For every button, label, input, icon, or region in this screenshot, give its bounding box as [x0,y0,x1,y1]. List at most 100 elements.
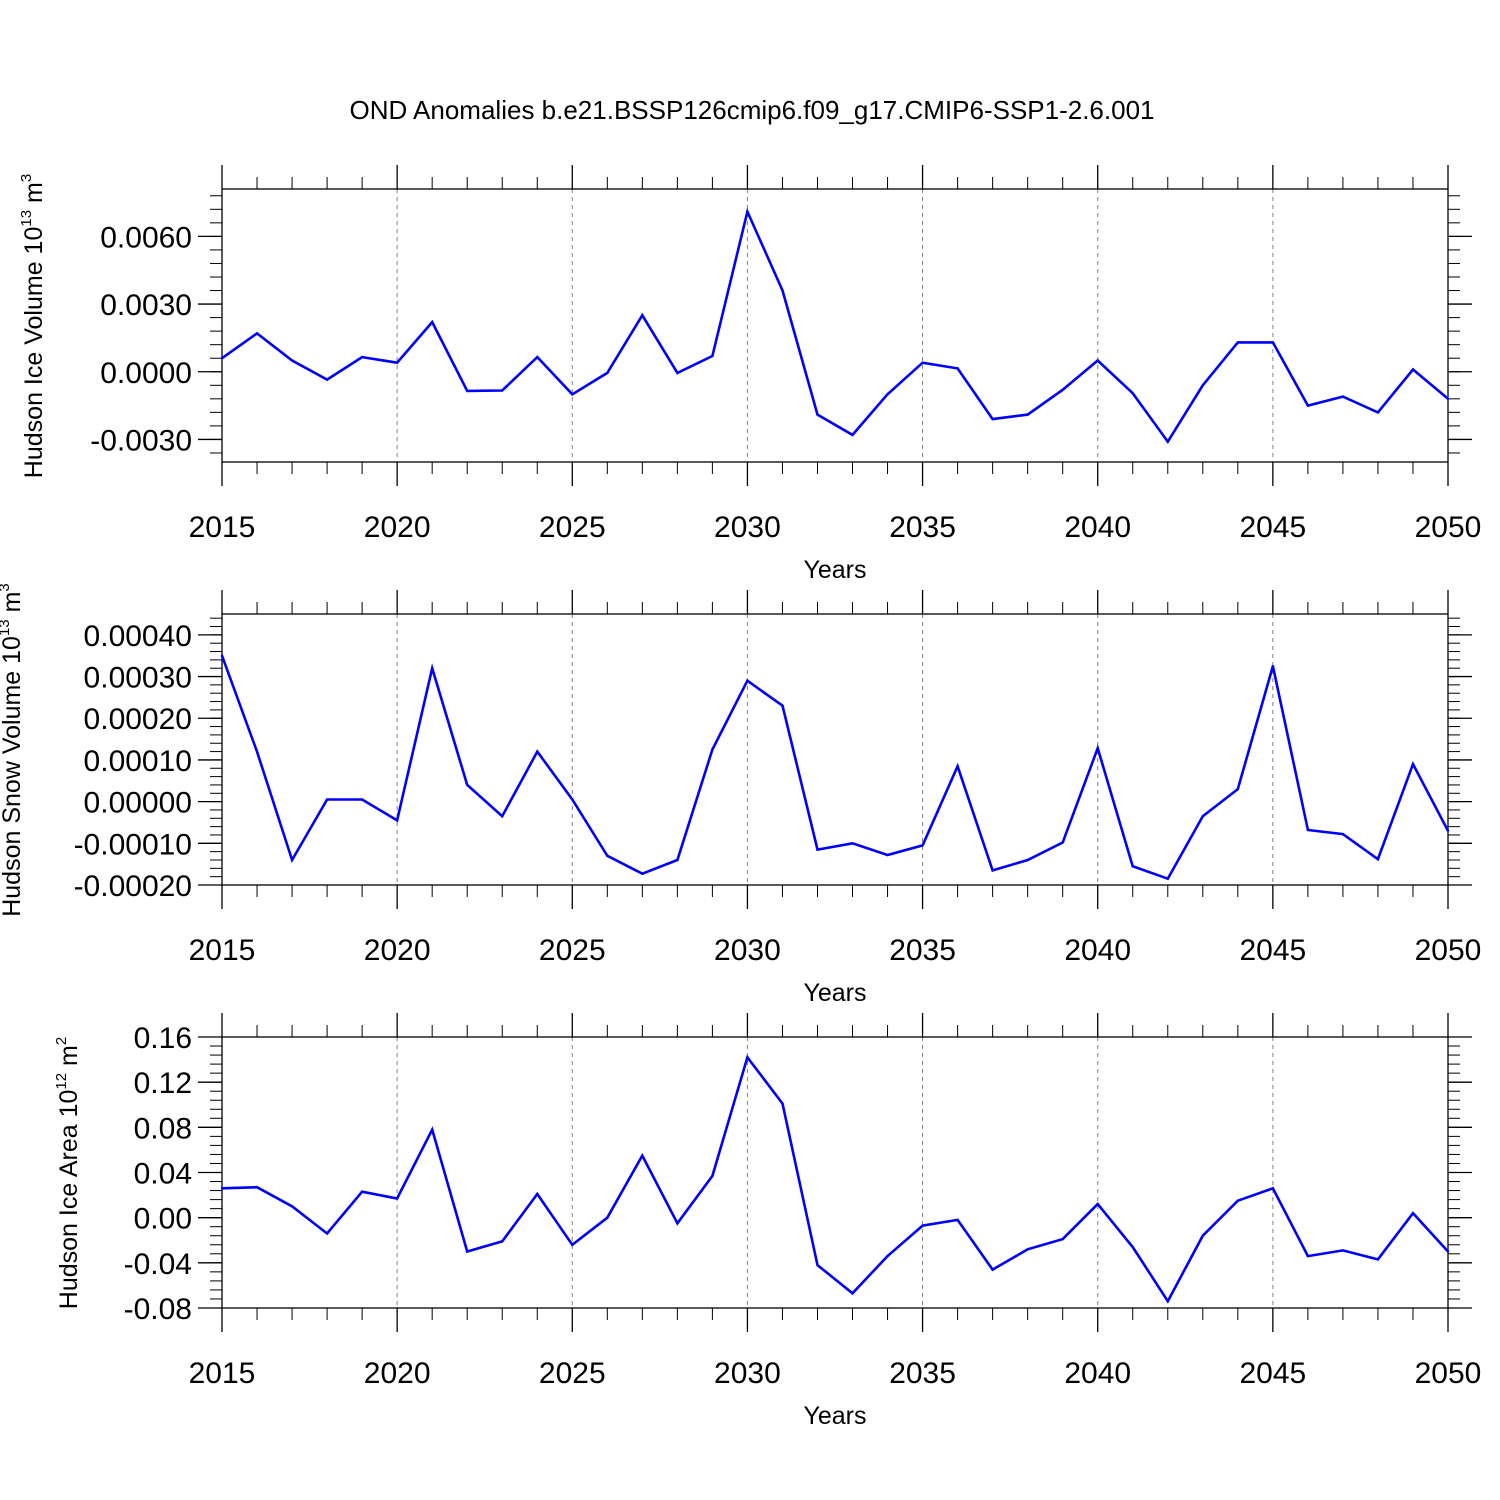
y-tick-label: 0.04 [134,1158,192,1191]
series-line-ice-volume [221,207,1449,445]
data-point [466,1250,469,1253]
data-point [290,858,294,862]
data-point [1341,832,1345,836]
data-point [711,1174,714,1178]
x-tick-label: 2025 [539,1357,606,1390]
data-point [711,354,714,358]
data-point [1236,787,1240,791]
panel-snow-volume: Years Hudson Snow Volume 1013 m3 -0.0002… [0,583,1481,1007]
plot-frame [221,1036,1449,1309]
y-tick-label: -0.0030 [90,424,192,457]
data-point [360,1190,364,1193]
data-point [255,750,259,753]
data-point [676,1222,679,1225]
data-point [1061,841,1064,844]
data-point [921,1224,924,1227]
series-line-ice-area [221,1054,1449,1304]
x-tick-label: 2035 [889,511,956,544]
x-tick-label: 2020 [364,934,431,967]
data-point [220,357,224,360]
data-point [606,1216,609,1219]
data-point [1236,341,1240,344]
data-point [360,798,364,801]
data-point [956,367,959,370]
data-point [571,393,574,396]
data-point [290,359,294,362]
data-point [1131,865,1134,868]
x-tick-label: 2045 [1239,934,1306,967]
y-tick-label: -0.00010 [74,828,192,861]
data-point [921,844,924,847]
data-point [1026,1248,1029,1251]
data-point [466,783,469,787]
y-tick-label: -0.08 [124,1293,192,1326]
y-tick-label: 0.00 [134,1203,192,1236]
x-tick-label: 2035 [889,934,956,967]
data-point [1166,877,1169,880]
data-point [1166,1300,1169,1303]
data-point [1271,341,1275,344]
data-point [956,1218,959,1222]
data-point [220,654,224,657]
y-tick-label: 0.00000 [84,787,192,820]
data-point [1306,404,1310,407]
data-point [1411,1211,1415,1215]
data-point [1271,1187,1275,1190]
x-tick-label: 2050 [1415,934,1482,967]
data-point [1061,388,1064,392]
data-point [851,842,854,845]
data-point [395,819,399,822]
data-point [711,748,714,751]
x-tick-label: 2025 [539,511,606,544]
x-axis-label: Years [803,1402,866,1430]
data-point [1271,664,1275,668]
x-tick-label: 2040 [1064,934,1131,967]
y-axis-label: Hudson Snow Volume 1013 m3 [0,583,26,917]
data-point [466,389,469,393]
y-tick-label: -0.00020 [74,870,192,903]
data-point [1341,1249,1345,1252]
y-tick-label: 0.0060 [100,221,192,254]
data-point [921,361,924,364]
data-point [816,1263,819,1267]
data-point [1096,1202,1099,1206]
data-point [991,417,994,421]
x-tick-label: 2015 [189,1357,256,1390]
data-point [886,1254,889,1258]
x-tick-label: 2035 [889,1357,956,1390]
x-tick-label: 2050 [1415,1357,1482,1390]
plot-frame [221,613,1449,886]
data-point [1341,395,1345,398]
y-axis-label: Hudson Ice Area 1012 m2 [53,1037,83,1309]
data-point [430,667,434,670]
x-tick-label: 2020 [364,1357,431,1390]
data-point [1131,391,1134,395]
y-tick-label: 0.00030 [84,662,192,695]
data-point [1131,1245,1134,1249]
data-point [746,1056,749,1059]
data-point [220,1187,224,1190]
data-point [501,389,504,392]
data-point [886,393,889,396]
panel-ice-area: Years Hudson Ice Area 1012 m2 -0.08 -0.04… [53,1013,1481,1430]
y-tick-label: 0.00010 [84,745,192,778]
x-tick-label: 2030 [714,511,781,544]
data-point [746,210,749,213]
y-tick-label: 0.00040 [84,620,192,653]
data-point [606,371,609,375]
data-point [571,1243,574,1246]
data-point [1201,384,1205,387]
data-point [781,1102,784,1105]
y-tick-label: 0.12 [134,1067,192,1100]
x-tick-label: 2050 [1415,511,1482,544]
data-point [816,413,819,416]
data-point [641,872,644,875]
plot-frame [221,188,1449,463]
data-point [1446,397,1450,401]
data-point [536,1192,539,1196]
data-point [991,1268,994,1271]
data-point [290,1205,294,1208]
data-point [851,1292,854,1295]
data-point [991,869,994,872]
